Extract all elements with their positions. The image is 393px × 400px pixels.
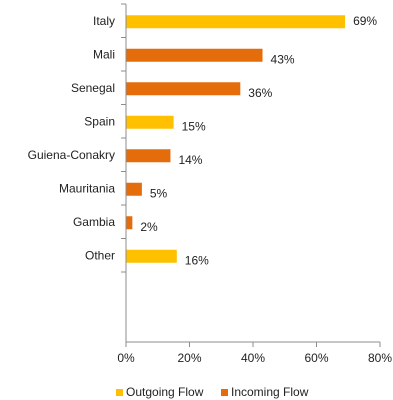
- legend-label: Outgoing Flow: [126, 385, 204, 399]
- data-label: 16%: [185, 253, 209, 267]
- category-label: Mali: [93, 47, 115, 61]
- bar-guiena-conakry: [126, 149, 171, 163]
- category-labels: Italy Mali Senegal Spain Guiena-Conakry Mauri…: [28, 14, 116, 263]
- data-label: 43%: [271, 52, 295, 66]
- bar-gambia: [126, 216, 133, 230]
- x-tick-label: 60%: [304, 351, 328, 365]
- bar-spain: [126, 115, 174, 129]
- x-tick-label: 0%: [117, 351, 135, 365]
- x-tick-label: 80%: [368, 351, 392, 365]
- category-label: Gambia: [73, 215, 115, 229]
- bar-italy: [126, 15, 346, 29]
- data-label: 2%: [140, 220, 158, 234]
- value-labels: 69% 43% 36% 15% 14% 5% 2% 16%: [140, 14, 377, 268]
- x-tick-label: 20%: [177, 351, 201, 365]
- category-label: Spain: [84, 114, 115, 128]
- category-label: Senegal: [71, 81, 115, 95]
- category-label: Mauritania: [59, 181, 115, 195]
- category-label: Guiena-Conakry: [28, 148, 115, 162]
- legend-swatch: [116, 389, 123, 396]
- bar-mali: [126, 48, 263, 62]
- bar-mauritania: [126, 182, 142, 196]
- bar-senegal: [126, 82, 241, 96]
- data-label: 5%: [150, 186, 168, 200]
- legend-label: Incoming Flow: [231, 385, 309, 399]
- data-label: 36%: [248, 86, 272, 100]
- bar-other: [126, 249, 177, 263]
- category-label: Italy: [93, 14, 115, 28]
- legend-swatch: [221, 389, 228, 396]
- data-label: 69%: [353, 14, 377, 28]
- x-axis-ticks: 0% 20% 40% 60% 80%: [117, 342, 392, 365]
- x-tick-label: 40%: [241, 351, 265, 365]
- category-label: Other: [85, 248, 115, 262]
- data-label: 14%: [178, 153, 202, 167]
- bars-layer: [126, 15, 346, 263]
- data-label: 15%: [182, 119, 206, 133]
- legend: Outgoing Flow Incoming Flow: [116, 385, 309, 399]
